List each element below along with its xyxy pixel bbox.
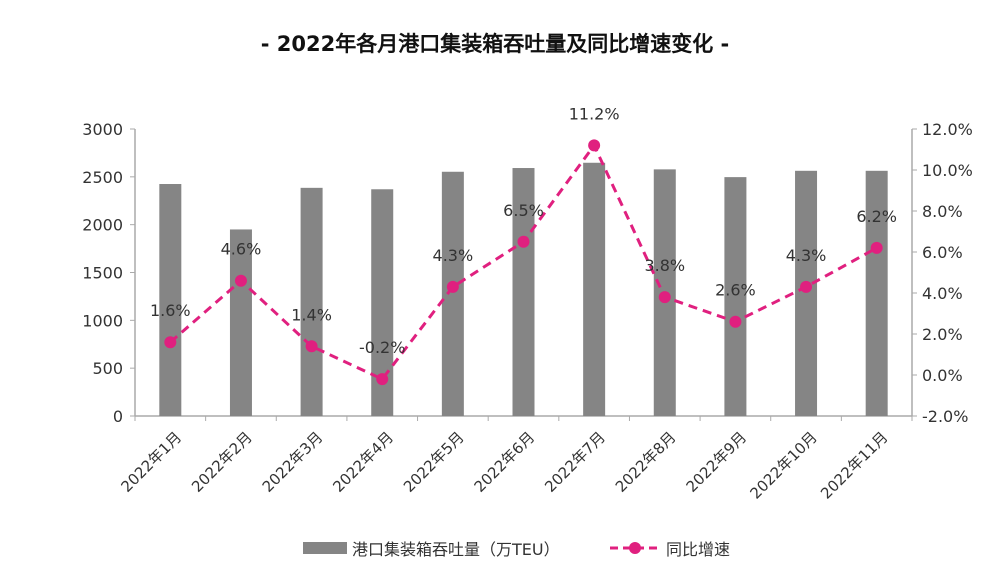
data-label: -0.2% [359, 338, 405, 357]
x-tick-label: 2022年6月 [471, 428, 539, 496]
x-tick-label: 2022年3月 [259, 428, 327, 496]
x-tick-label: 2022年10月 [746, 428, 820, 502]
right-tick-label: 12.0% [922, 120, 973, 139]
data-label: 4.6% [221, 240, 262, 259]
line-point [446, 280, 459, 293]
data-label: 4.3% [433, 246, 474, 265]
line-point [658, 291, 671, 304]
bar [865, 170, 888, 416]
right-tick-label: 6.0% [922, 243, 963, 262]
right-tick-label: 8.0% [922, 202, 963, 221]
line-point [305, 340, 318, 353]
x-tick-label: 2022年11月 [817, 428, 891, 502]
chart-title: - 2022年各月港口集装箱吞吐量及同比增速变化 - [260, 32, 730, 56]
right-tick-label: 10.0% [922, 161, 973, 180]
line-point [376, 373, 389, 386]
x-tick-label: 2022年4月 [329, 428, 397, 496]
line-point [517, 235, 530, 248]
x-tick-label: 2022年2月 [188, 428, 256, 496]
left-tick-label: 3000 [82, 120, 123, 139]
x-tick-label: 2022年5月 [400, 428, 468, 496]
x-tick-label: 2022年9月 [683, 428, 751, 496]
x-tick-label: 2022年7月 [541, 428, 609, 496]
legend-bar-label: 港口集装箱吞吐量（万TEU） [352, 540, 560, 559]
line-point [729, 315, 742, 328]
line-point [800, 280, 813, 293]
data-label: 6.2% [856, 207, 897, 226]
data-label: 1.6% [150, 301, 191, 320]
right-tick-label: 4.0% [922, 284, 963, 303]
bar [583, 162, 606, 416]
bar [300, 187, 323, 416]
right-tick-label: -2.0% [922, 407, 968, 426]
left-tick-label: 2500 [82, 168, 123, 187]
data-label: 6.5% [503, 201, 544, 220]
bar [795, 170, 818, 416]
bar [159, 184, 182, 416]
bar [512, 168, 535, 416]
data-label: 3.8% [644, 256, 685, 275]
right-tick-label: 0.0% [922, 366, 963, 385]
data-label: 1.4% [291, 305, 332, 324]
left-tick-label: 2000 [82, 216, 123, 235]
left-tick-label: 0 [113, 407, 123, 426]
line-point [588, 139, 601, 152]
bar [229, 229, 252, 416]
data-label: 2.6% [715, 281, 756, 300]
data-label: 11.2% [569, 104, 620, 123]
left-tick-label: 1000 [82, 311, 123, 330]
bar [371, 189, 394, 416]
line-point [234, 274, 247, 287]
right-tick-label: 2.0% [922, 325, 963, 344]
bar [724, 177, 747, 416]
line-point [164, 336, 177, 349]
legend-line-label: 同比增速 [666, 540, 730, 559]
x-tick-label: 2022年1月 [117, 428, 185, 496]
bar [441, 171, 464, 416]
legend-line-marker [629, 542, 641, 554]
data-label: 4.3% [786, 246, 827, 265]
left-tick-label: 500 [92, 359, 123, 378]
line-point [870, 241, 883, 254]
legend-bar-swatch [303, 542, 347, 554]
x-tick-label: 2022年8月 [612, 428, 680, 496]
left-tick-label: 1500 [82, 264, 123, 283]
